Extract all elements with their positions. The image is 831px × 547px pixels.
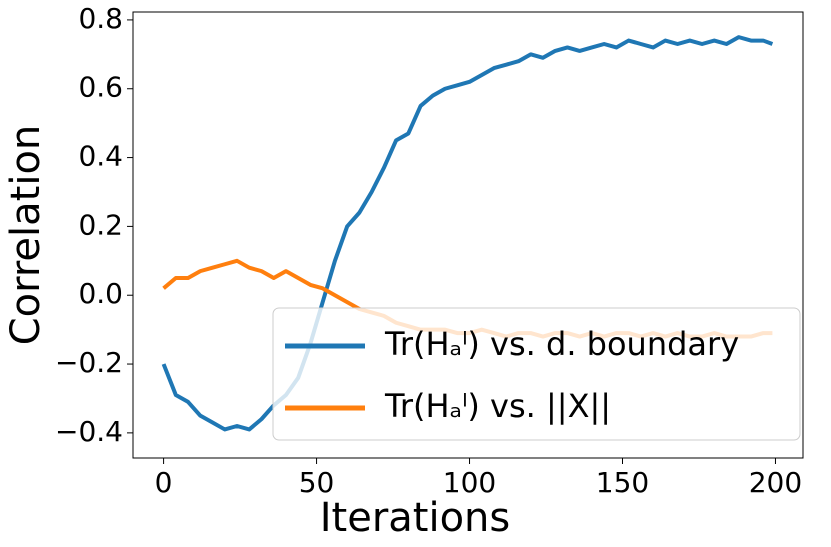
legend-label: Tr(Hₐˡ) vs. d. boundary — [384, 325, 739, 363]
x-tick-label: 200 — [749, 466, 802, 499]
x-tick-label: 150 — [596, 466, 649, 499]
x-axis-label: Iterations — [320, 495, 511, 541]
y-tick-label: 0.4 — [78, 140, 123, 173]
y-tick-label: 0.8 — [78, 2, 123, 35]
series-line — [161, 35, 774, 432]
y-tick-label: 0.6 — [78, 71, 123, 104]
y-tick-label: 0.2 — [78, 208, 123, 241]
y-tick-label: 0.0 — [78, 277, 123, 310]
y-axis-label: Correlation — [3, 125, 49, 346]
x-tick-label: 0 — [155, 466, 173, 499]
plot-frame — [132, 11, 804, 459]
legend-label: Tr(Hₐˡ) vs. ||X|| — [384, 387, 611, 425]
x-tick-label: 50 — [299, 466, 335, 499]
x-tick-label: 100 — [443, 466, 496, 499]
y-tick-label: −0.4 — [55, 415, 123, 448]
y-tick-label: −0.2 — [55, 346, 123, 379]
legend-box — [272, 307, 801, 441]
